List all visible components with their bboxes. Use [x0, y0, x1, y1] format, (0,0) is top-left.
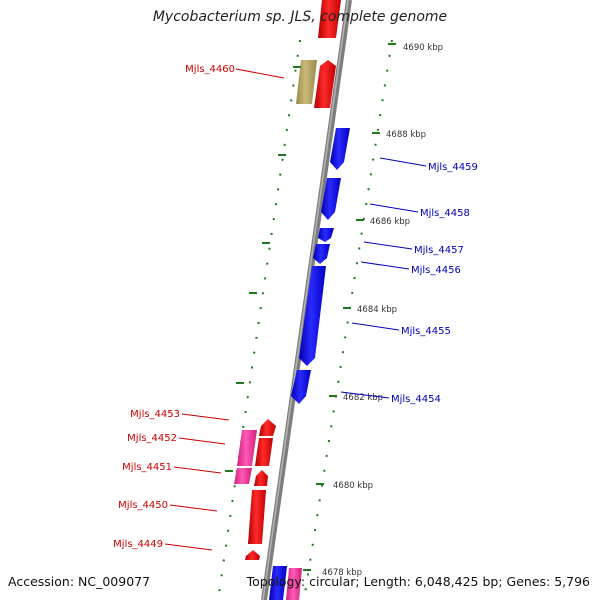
scale-label-4690: 4690 kbp — [403, 43, 443, 53]
label-mjls-4459: Mjls_4459 — [428, 162, 478, 173]
gene-bottom-pink — [286, 568, 302, 600]
scale-label-4688: 4688 kbp — [386, 130, 426, 140]
label-mjls-4451: Mjls_4451 — [122, 462, 172, 473]
gene-mjls-4460 — [296, 60, 317, 104]
map-title: Mycobacterium sp. JLS, complete genome — [152, 9, 448, 25]
gene-mjls-4452-red — [255, 438, 273, 466]
gene-mjls-4451-red — [254, 470, 268, 486]
scale-label-4678: 4678 kbp — [322, 568, 362, 578]
gene-mjls-4451 — [234, 468, 252, 484]
gene-red-upper — [314, 60, 336, 108]
gene-mjls-4449 — [245, 550, 260, 560]
gene-mjls-4450 — [248, 490, 266, 544]
gene-mjls-4454 — [291, 370, 311, 404]
label-mjls-4457: Mjls_4457 — [414, 245, 464, 256]
gene-top-forward — [318, 0, 341, 38]
scale-label-4684: 4684 kbp — [357, 305, 397, 315]
gene-mjls-4457 — [318, 228, 334, 242]
gene-mjls-4456 — [313, 244, 330, 264]
topology-text: Topology: circular; Length: 6,048,425 bp… — [246, 574, 590, 589]
gene-mjls-4452 — [237, 430, 257, 466]
label-mjls-4460: Mjls_4460 — [185, 64, 235, 75]
gene-mjls-4459 — [330, 128, 350, 170]
outer-ticks-major — [225, 66, 301, 472]
backbone-highlight — [262, 0, 349, 600]
backbone — [261, 0, 352, 600]
gene-bottom-reverse — [269, 566, 287, 600]
label-mjls-4454: Mjls_4454 — [391, 394, 441, 405]
label-mjls-4456: Mjls_4456 — [411, 265, 461, 276]
label-mjls-4450: Mjls_4450 — [118, 500, 168, 511]
label-mjls-4458: Mjls_4458 — [420, 208, 470, 219]
scale-label-4680: 4680 kbp — [333, 481, 373, 491]
label-mjls-4449: Mjls_4449 — [113, 539, 163, 550]
scale-label-4682: 4682 kbp — [343, 393, 383, 403]
scale-ticks — [303, 43, 396, 571]
accession-text: Accession: NC_009077 — [8, 574, 151, 589]
gene-mjls-4453 — [259, 419, 276, 436]
gene-mjls-4455 — [299, 266, 326, 366]
label-mjls-4453: Mjls_4453 — [130, 409, 180, 420]
gene-mjls-4458 — [321, 178, 341, 220]
scale-label-4686: 4686 kbp — [370, 217, 410, 227]
label-mjls-4452: Mjls_4452 — [127, 433, 177, 444]
label-mjls-4455: Mjls_4455 — [401, 326, 451, 337]
